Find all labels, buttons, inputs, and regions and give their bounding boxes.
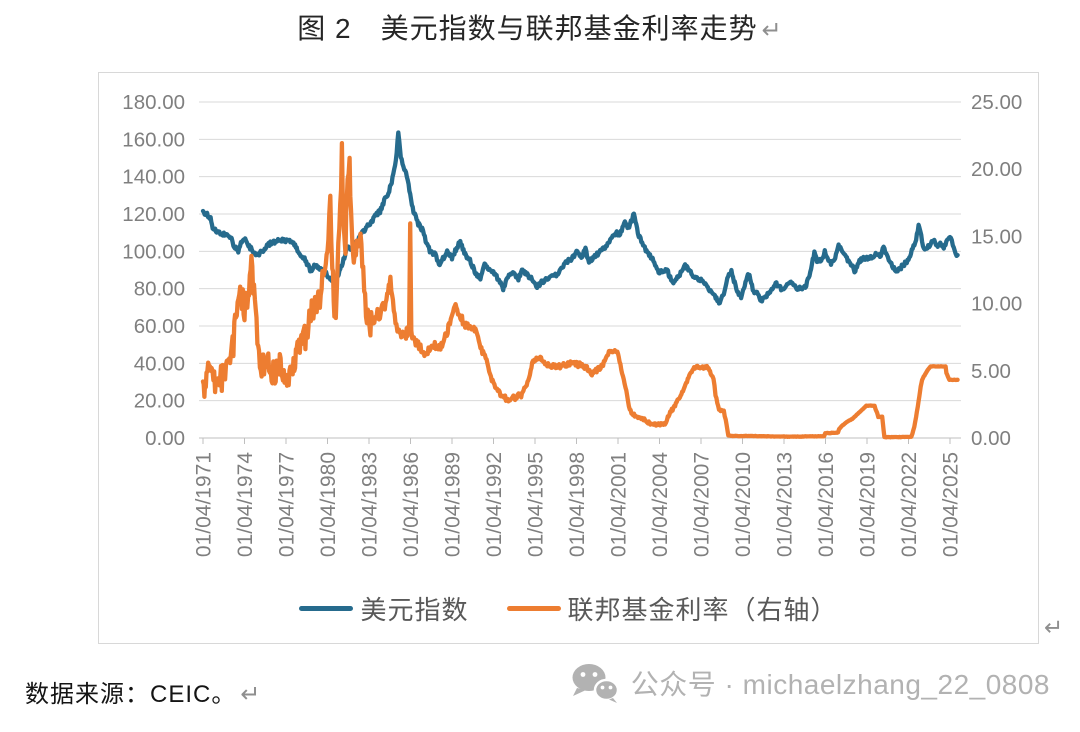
x-axis-label: 01/04/2019: [857, 452, 880, 557]
x-axis-label: 01/04/1980: [317, 452, 340, 557]
y-axis-right-label: 25.00: [971, 91, 1022, 114]
y-axis-right-label: 15.00: [971, 225, 1022, 248]
x-axis-label: 01/04/2010: [732, 452, 755, 557]
x-axis-label: 01/04/2013: [774, 452, 797, 557]
y-axis-left-label: 100.00: [122, 240, 185, 263]
paragraph-return-icon: ↵: [1044, 614, 1064, 640]
x-axis-label: 01/04/2004: [649, 452, 672, 557]
y-axis-left-label: 160.00: [122, 128, 185, 151]
legend-item-fed: 联邦基金利率（右轴）: [506, 590, 838, 627]
y-axis-left-label: 140.00: [122, 166, 185, 189]
x-axis-label: 01/04/1986: [400, 452, 423, 557]
x-axis-label: 01/04/2022: [898, 452, 921, 557]
x-axis-label: 01/04/2016: [815, 452, 838, 557]
y-axis-left-label: 60.00: [134, 315, 185, 338]
y-axis-left-label: 80.00: [134, 278, 185, 301]
data-source-text: 数据来源：CEIC。: [25, 681, 237, 708]
data-source-note: 数据来源：CEIC。 ↵: [25, 674, 261, 709]
fed-line-swatch: [506, 605, 561, 611]
x-axis-label: 01/04/2025: [940, 452, 963, 557]
paragraph-return-icon: ↵: [761, 17, 783, 44]
x-axis-label: 01/04/1977: [276, 452, 299, 557]
y-axis-left-label: 20.00: [134, 390, 185, 413]
x-axis-label: 01/04/1995: [525, 452, 548, 557]
x-axis-label: 01/04/1974: [234, 452, 257, 557]
chart-title: 图 2 美元指数与联邦基金利率走势: [297, 13, 758, 44]
legend-label-dxy: 美元指数: [360, 594, 469, 625]
dxy-line-swatch: [299, 605, 354, 611]
y-axis-left-label: 120.00: [122, 203, 185, 226]
legend-item-dxy: 美元指数: [299, 590, 468, 627]
watermark-text: 公众号 · michaelzhang_22_0808: [630, 669, 1050, 700]
chart-frame: 01/04/1971 01/04/1974 01/04/1977 01/04/1980…: [98, 72, 1039, 644]
y-axis-right-label: 0.00: [971, 427, 1011, 450]
watermark: 公众号 · michaelzhang_22_0808: [571, 663, 1050, 703]
chart-title-row: 图 2 美元指数与联邦基金利率走势 ↵: [0, 10, 1080, 50]
x-axis-label: 01/04/1992: [483, 452, 506, 557]
x-axis-label: 01/04/2007: [691, 452, 714, 557]
y-axis-right-label: 10.00: [971, 293, 1022, 316]
y-axis-left-label: 40.00: [134, 352, 185, 375]
plot-svg: 01/04/1971 01/04/1974 01/04/1977 01/04/1980…: [122, 91, 1022, 557]
x-axis-label: 01/04/1998: [566, 452, 589, 557]
dxy-line-series: [200, 130, 960, 306]
y-axis-left-label: 180.00: [122, 91, 185, 114]
y-axis-left-label: 0.00: [145, 427, 185, 450]
y-axis-right-label: 5.00: [971, 360, 1011, 383]
x-axis-label: 01/04/2001: [608, 452, 631, 557]
x-axis-label: 01/04/1983: [359, 452, 382, 557]
y-axis-right-label: 20.00: [971, 158, 1022, 181]
fed-funds-line-series: [200, 141, 960, 440]
x-axis-label: 01/04/1989: [442, 452, 465, 557]
chart-legend: 美元指数 联邦基金利率（右轴）: [99, 591, 1038, 625]
wechat-icon: [572, 664, 619, 703]
x-axis-label: 01/04/1971: [193, 452, 216, 557]
legend-label-fed: 联邦基金利率（右轴）: [567, 594, 838, 625]
paragraph-return-icon: ↵: [240, 681, 262, 708]
